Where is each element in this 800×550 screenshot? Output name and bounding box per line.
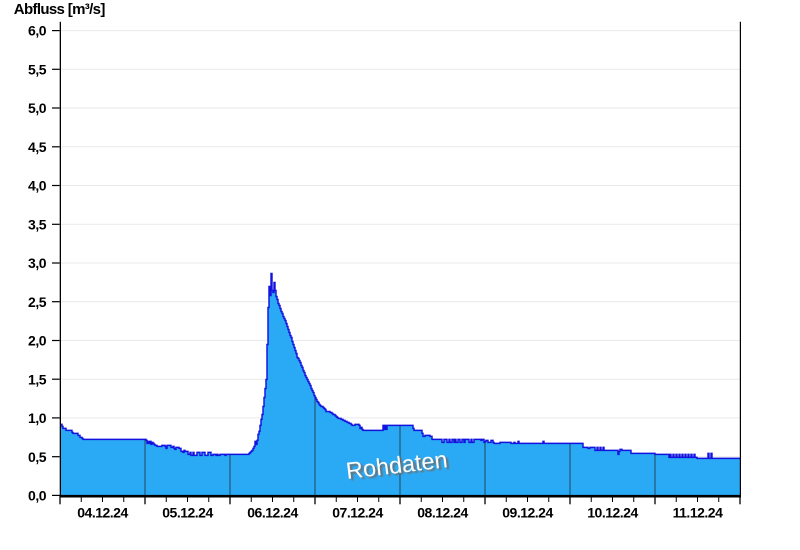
svg-text:5,5: 5,5 <box>28 61 47 77</box>
svg-text:0,5: 0,5 <box>28 449 47 465</box>
svg-text:09.12.24: 09.12.24 <box>502 504 553 520</box>
svg-text:06.12.24: 06.12.24 <box>247 504 298 520</box>
svg-text:05.12.24: 05.12.24 <box>162 504 213 520</box>
svg-text:4,0: 4,0 <box>28 178 47 194</box>
svg-text:07.12.24: 07.12.24 <box>332 504 383 520</box>
svg-text:10.12.24: 10.12.24 <box>587 504 638 520</box>
svg-text:2,0: 2,0 <box>28 333 47 349</box>
svg-text:1,0: 1,0 <box>28 410 47 426</box>
svg-text:04.12.24: 04.12.24 <box>77 504 128 520</box>
svg-text:08.12.24: 08.12.24 <box>417 504 468 520</box>
svg-text:6,0: 6,0 <box>28 23 47 39</box>
svg-text:4,5: 4,5 <box>28 139 47 155</box>
svg-text:Abfluss [m³/s]: Abfluss [m³/s] <box>14 1 106 18</box>
svg-text:5,0: 5,0 <box>28 100 47 116</box>
svg-text:3,5: 3,5 <box>28 216 47 232</box>
svg-text:2,5: 2,5 <box>28 294 47 310</box>
svg-text:11.12.24: 11.12.24 <box>673 504 723 520</box>
svg-text:1,5: 1,5 <box>28 371 47 387</box>
svg-text:0,0: 0,0 <box>28 488 47 504</box>
svg-text:3,0: 3,0 <box>28 255 47 271</box>
